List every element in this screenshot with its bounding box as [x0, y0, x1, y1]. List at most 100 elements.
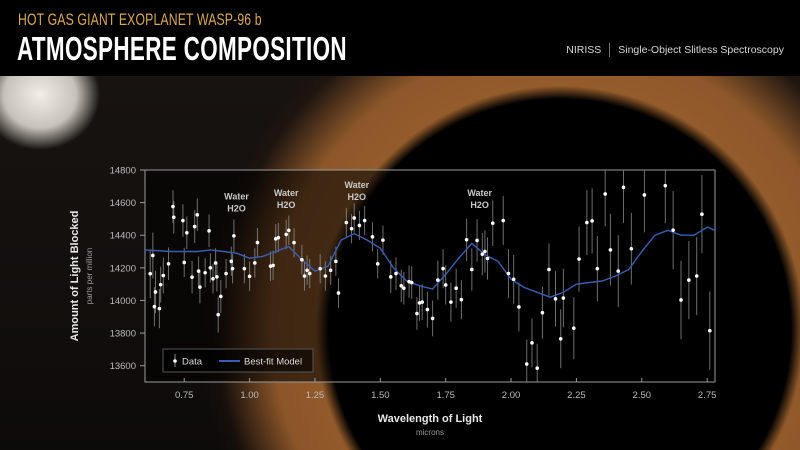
- data-point: [629, 246, 634, 251]
- data-point: [671, 228, 675, 232]
- best-fit-model-line: [144, 226, 716, 298]
- data-point: [334, 259, 338, 264]
- data-point: [302, 274, 307, 278]
- data-point: [572, 326, 576, 330]
- subtitle: HOT GAS GIANT EXOPLANET WASP-96 b: [18, 10, 262, 29]
- data-point: [436, 278, 440, 282]
- data-point: [357, 223, 362, 228]
- data-point: [344, 220, 349, 225]
- data-point: [694, 274, 699, 278]
- instrument-info: NIRISS Single-Object Slitless Spectroscop…: [566, 43, 784, 57]
- data-point: [211, 276, 215, 281]
- data-point: [207, 229, 211, 233]
- data-point: [198, 285, 202, 289]
- data-point: [535, 366, 540, 370]
- y-tick-label: 14200: [110, 263, 136, 274]
- annotation-formula: H2O: [470, 200, 489, 210]
- data-points: [148, 183, 712, 370]
- data-point: [166, 261, 171, 266]
- y-axis: 14800 14600 14400 14200 14000 13800 13600: [110, 166, 145, 372]
- plot-area: [144, 169, 716, 383]
- y-tick-label: 14800: [110, 166, 136, 177]
- x-tick-label: 1.25: [306, 390, 325, 401]
- data-point: [196, 269, 201, 273]
- data-point: [352, 216, 356, 220]
- data-point: [663, 183, 668, 188]
- data-point: [151, 253, 155, 258]
- data-point: [158, 282, 163, 287]
- data-point: [464, 237, 469, 242]
- data-point: [219, 294, 223, 299]
- data-point: [230, 266, 235, 271]
- data-point: [300, 257, 304, 262]
- data-point: [608, 248, 613, 252]
- observation-mode: Single-Object Slitless Spectroscopy: [618, 43, 784, 56]
- x-axis-title: Wavelength of Light: [378, 413, 483, 425]
- data-point: [394, 271, 398, 276]
- data-point: [362, 218, 367, 223]
- data-point: [621, 185, 626, 190]
- data-point: [388, 275, 393, 279]
- data-point: [454, 286, 458, 291]
- x-tick-label: 2.00: [502, 390, 521, 401]
- data-point: [399, 283, 404, 288]
- y-axis-title: Amount of Light Blocked: [69, 211, 81, 342]
- data-point: [595, 266, 600, 271]
- data-point: [511, 277, 516, 282]
- data-point: [553, 297, 558, 301]
- data-point: [224, 271, 228, 276]
- data-point: [590, 219, 594, 223]
- data-point: [336, 291, 341, 295]
- data-point: [616, 269, 621, 273]
- data-point: [370, 235, 375, 239]
- data-point: [443, 283, 448, 287]
- annotation-formula: H2O: [348, 192, 367, 202]
- data-point: [517, 305, 521, 309]
- data-point: [483, 249, 487, 254]
- data-point: [402, 286, 406, 291]
- data-point: [642, 193, 647, 197]
- y-tick-label: 14400: [110, 231, 136, 242]
- data-point: [276, 235, 281, 240]
- data-point: [490, 221, 495, 225]
- legend-data-label: Data: [182, 357, 203, 368]
- x-tick-label: 1.50: [371, 390, 390, 401]
- y-axis-unit: parts per million: [85, 248, 94, 304]
- data-point: [171, 204, 175, 209]
- data-point: [253, 261, 257, 265]
- data-point: [425, 307, 430, 312]
- data-point: [470, 267, 474, 272]
- data-point: [153, 290, 158, 294]
- annotation-water-label: Water: [274, 188, 299, 198]
- data-point: [181, 218, 185, 223]
- annotation-water-label: Water: [467, 188, 492, 198]
- data-point: [558, 336, 563, 341]
- annotation-formula: H2O: [227, 203, 246, 213]
- data-point: [349, 226, 354, 231]
- data-point: [475, 238, 479, 243]
- divider: [609, 43, 611, 57]
- data-point: [232, 234, 236, 238]
- x-tick-label: 1.75: [436, 390, 455, 401]
- instrument-name: NIRISS: [566, 43, 602, 56]
- data-point: [195, 213, 200, 217]
- data-point: [540, 310, 545, 315]
- data-point: [192, 224, 197, 229]
- data-point: [152, 304, 157, 309]
- data-point: [524, 362, 529, 366]
- data-point: [561, 296, 566, 300]
- annotation-water-label: Water: [344, 180, 369, 190]
- legend-model-label: Best-fit Model: [244, 357, 302, 368]
- data-point: [190, 275, 194, 279]
- data-point: [501, 218, 506, 223]
- data-point: [530, 341, 534, 345]
- annotation-formula: H2O: [277, 200, 296, 210]
- data-point: [430, 316, 435, 321]
- data-point: [208, 266, 213, 270]
- y-tick-label: 14000: [110, 296, 136, 307]
- data-point: [292, 240, 296, 245]
- data-point: [577, 257, 581, 261]
- x-axis-unit: microns: [416, 428, 444, 437]
- data-point: [700, 212, 704, 216]
- data-point: [171, 215, 176, 220]
